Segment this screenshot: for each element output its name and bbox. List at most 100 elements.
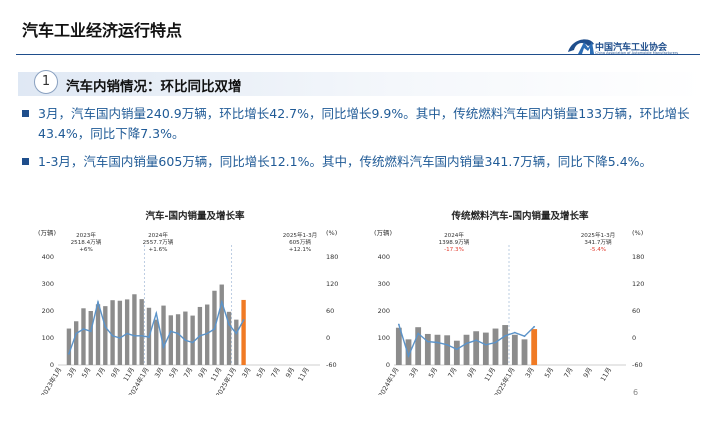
bar xyxy=(124,299,130,365)
y-tick-right: 120 xyxy=(326,280,338,288)
growth-rate-point xyxy=(446,343,449,346)
annotation-growth: +6% xyxy=(79,247,93,253)
x-tick-label: 11月 xyxy=(122,366,136,383)
bar xyxy=(415,327,422,365)
section-title: 汽车内销情况：环比同比双增 xyxy=(66,79,242,95)
x-tick-label: 5月 xyxy=(543,366,555,379)
y-tick-left: 200 xyxy=(42,307,54,315)
x-tick-label: 11月 xyxy=(296,366,310,383)
growth-rate-point xyxy=(417,332,420,335)
growth-rate-point xyxy=(533,325,536,328)
annotation-period: 2023年 xyxy=(76,231,96,239)
annotation-growth: -5.4% xyxy=(590,247,606,253)
y-tick-right: 60 xyxy=(326,307,334,315)
bar xyxy=(434,334,441,365)
growth-rate-point xyxy=(191,341,194,344)
growth-rate-point xyxy=(484,343,487,346)
bar xyxy=(183,311,188,365)
bar xyxy=(66,328,72,365)
growth-rate-point xyxy=(455,348,458,351)
x-tick-label: 9月 xyxy=(466,366,478,379)
slide-header: 汽车工业经济运行特点 中国汽车工业协会 China Association of… xyxy=(0,0,715,58)
bar xyxy=(205,304,210,365)
annotation-total: 2557.7万辆 xyxy=(143,238,174,246)
logo-name: 中国汽车工业协会 xyxy=(595,43,668,53)
x-tick-label: 11月 xyxy=(599,366,613,383)
growth-rate-point xyxy=(426,340,429,343)
growth-rate-point xyxy=(140,334,143,337)
bar xyxy=(453,340,460,365)
x-tick-label: 11月 xyxy=(483,366,497,383)
y-tick-left: 100 xyxy=(42,334,54,342)
growth-rate-point xyxy=(118,337,121,339)
bar xyxy=(81,308,86,365)
growth-rate-point xyxy=(235,332,238,335)
bar xyxy=(110,300,115,365)
growth-rate-point xyxy=(220,301,223,303)
growth-rate-point xyxy=(213,328,216,330)
bar xyxy=(139,299,144,365)
y-tick-right: -60 xyxy=(326,361,337,369)
growth-rate-point xyxy=(436,341,439,344)
x-tick-label: 9月 xyxy=(109,366,121,379)
growth-rate-point xyxy=(513,331,516,334)
x-tick-label: 3月 xyxy=(66,366,78,379)
y-tick-left: 400 xyxy=(378,253,390,261)
y-axis-unit-right: (%) xyxy=(326,229,337,237)
y-tick-left: 400 xyxy=(42,253,54,261)
growth-rate-point xyxy=(148,336,150,338)
x-tick-label: 11月 xyxy=(209,366,223,383)
bar xyxy=(511,334,518,365)
x-tick-label: 5月 xyxy=(255,366,267,379)
x-tick-label: 7月 xyxy=(446,366,458,379)
bar xyxy=(424,333,431,365)
growth-rate-point xyxy=(162,346,165,348)
y-axis-unit-left: (万辆) xyxy=(38,228,56,237)
bullet-text: 1-3月，汽车国内销量605万辆，同比增长12.1%。其中，传统燃料汽车国内销量… xyxy=(38,154,653,169)
bar xyxy=(463,334,470,365)
growth-rate-point xyxy=(407,355,410,357)
y-axis-unit-left: (万辆) xyxy=(374,228,392,237)
bar xyxy=(492,328,499,365)
growth-rate-point xyxy=(199,334,201,337)
bar xyxy=(95,304,101,365)
annotation-growth: -17.3% xyxy=(444,247,464,253)
growth-rate-point xyxy=(242,319,245,321)
y-tick-right: 0 xyxy=(632,334,636,342)
x-tick-label: 5月 xyxy=(427,366,439,379)
bar xyxy=(444,335,451,365)
growth-rate-point xyxy=(465,342,468,345)
annotation-total: 341.7万辆 xyxy=(584,238,612,246)
x-tick-label: 2023年1月 xyxy=(39,366,64,396)
bar xyxy=(234,319,239,365)
growth-rate-point xyxy=(184,339,187,342)
x-tick-label: 7月 xyxy=(182,366,194,379)
annotation-period: 2025年1-3月 xyxy=(581,231,616,239)
annotation-growth: +12.1% xyxy=(289,247,311,253)
y-tick-right: 180 xyxy=(326,253,338,261)
x-tick-label: 7月 xyxy=(269,366,281,379)
bar xyxy=(161,305,166,365)
bar xyxy=(395,327,402,365)
header-rule xyxy=(16,54,700,55)
y-tick-right: 180 xyxy=(632,253,644,261)
bar xyxy=(132,294,137,365)
growth-rate-point xyxy=(75,332,78,335)
growth-rate-point xyxy=(523,335,526,338)
y-axis-unit-right: (%) xyxy=(632,229,643,237)
x-tick-label: 2024年1月 xyxy=(376,366,401,396)
growth-rate-point xyxy=(397,323,400,326)
x-tick-label: 3月 xyxy=(240,366,252,379)
y-tick-left: 0 xyxy=(50,361,54,369)
page-number: 6 xyxy=(633,388,639,397)
annotation-total: 2518.4万辆 xyxy=(71,238,102,246)
bar xyxy=(405,339,412,365)
chart-traditional-fuel-sales: 传统燃料汽车-国内销量及增长率 (万辆) (%) 0 100 200 300 400 -60 0 6… xyxy=(374,210,644,396)
annotation-growth: +1.6% xyxy=(149,247,168,253)
bar xyxy=(168,315,173,365)
slide-title: 汽车工业经济运行特点 xyxy=(22,21,183,40)
section-bar xyxy=(18,72,704,96)
growth-rate-point xyxy=(206,332,209,335)
growth-rate-point xyxy=(475,339,478,342)
bar xyxy=(74,321,79,365)
